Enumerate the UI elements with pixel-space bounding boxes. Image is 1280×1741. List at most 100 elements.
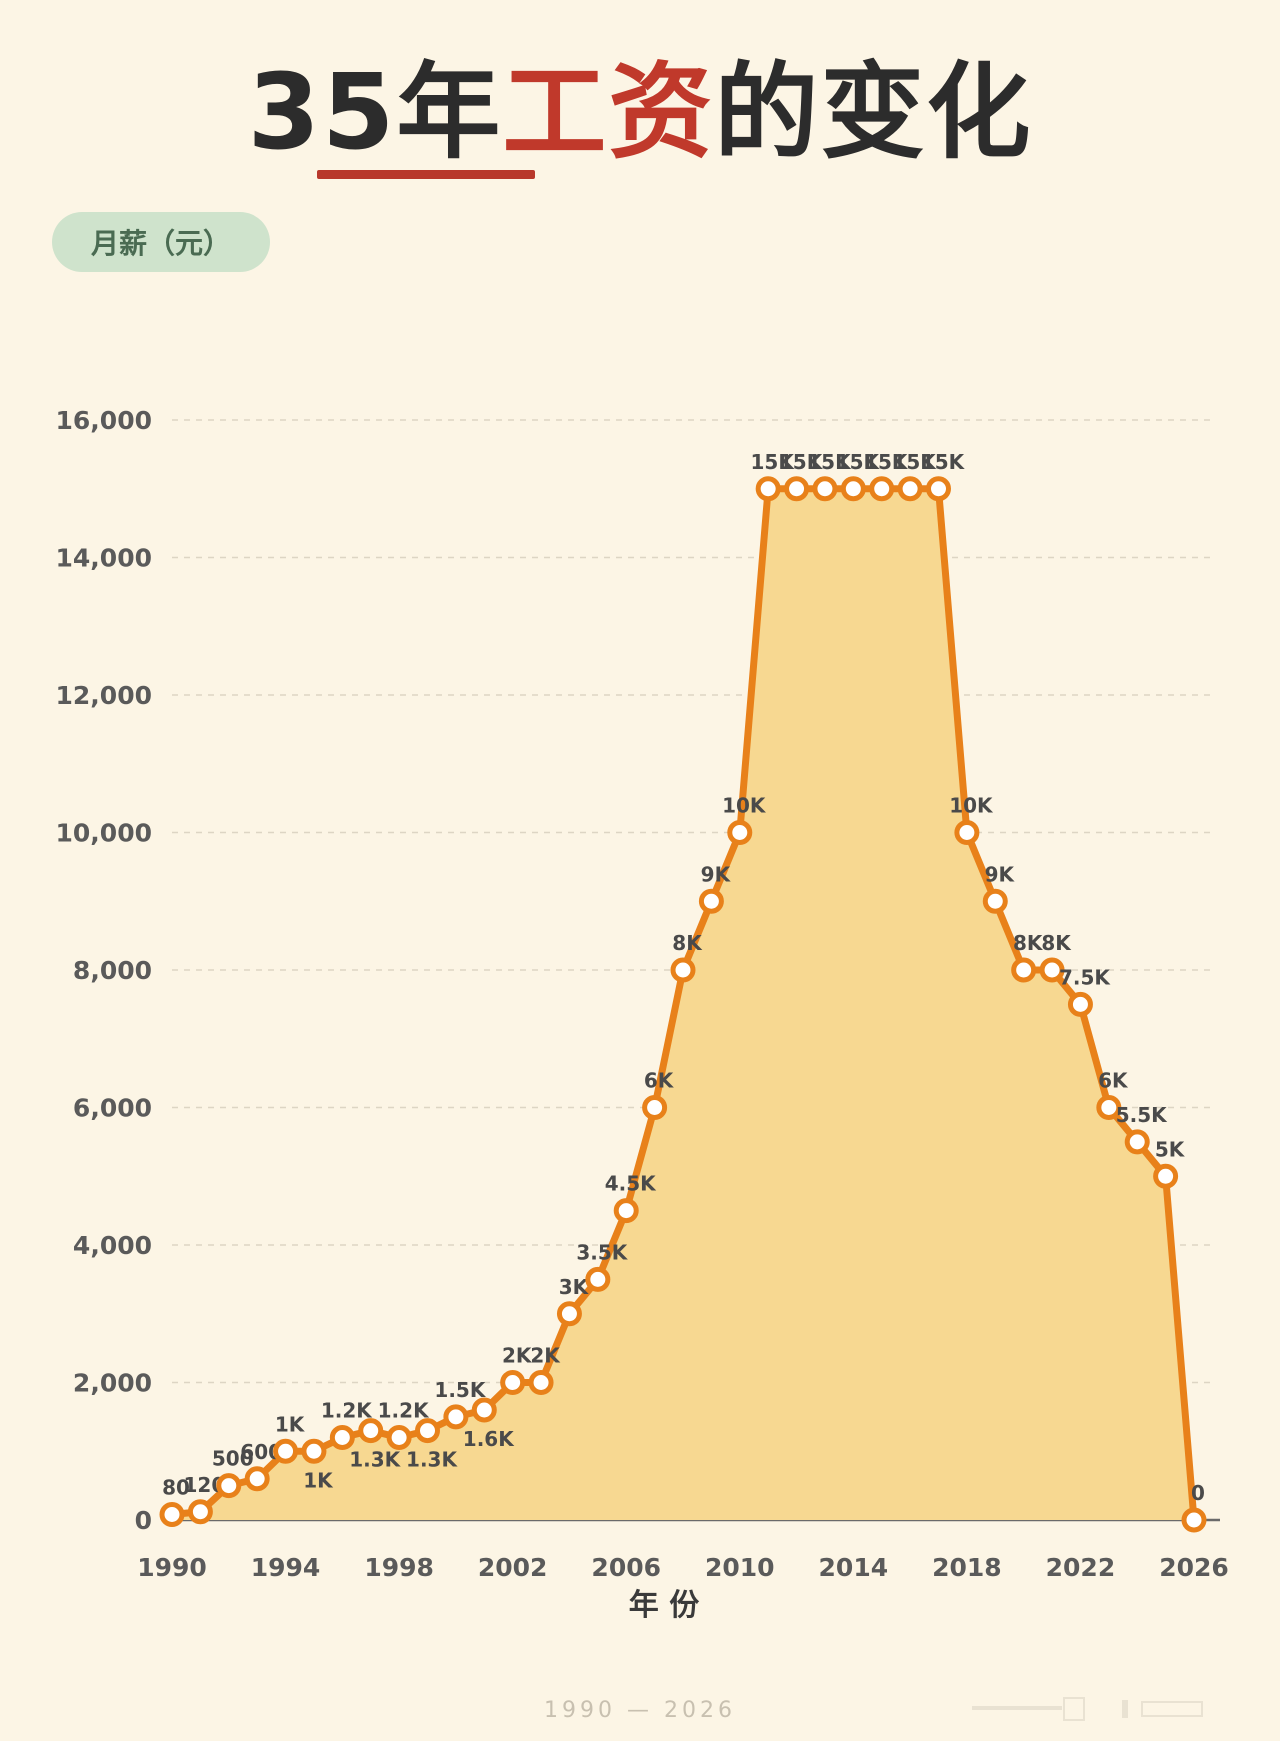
- data-point: [698, 888, 724, 914]
- x-tick-label: 2022: [1046, 1553, 1116, 1582]
- data-label: 5.5K: [1116, 1103, 1168, 1127]
- x-tick-label: 1994: [251, 1553, 321, 1582]
- y-tick-label: 6,000: [73, 1094, 152, 1123]
- x-tick-label: 1998: [364, 1553, 434, 1582]
- title-part-2: 工资: [502, 51, 715, 173]
- data-point: [642, 1095, 668, 1120]
- x-tick-label: 2026: [1159, 1553, 1229, 1582]
- data-point: [443, 1404, 469, 1430]
- data-label: 9K: [985, 862, 1016, 886]
- y-tick-label: 2,000: [73, 1369, 152, 1398]
- data-label: 15K: [807, 450, 852, 474]
- data-label: 15K: [864, 450, 909, 474]
- data-point: [1039, 957, 1065, 983]
- data-point: [670, 957, 696, 983]
- data-label: 15K: [779, 450, 824, 474]
- data-label: 80: [162, 1476, 190, 1500]
- data-point: [273, 1438, 299, 1464]
- y-tick-label: 14,000: [56, 544, 152, 573]
- data-label: 7.5K: [1059, 965, 1111, 989]
- data-label: 0: [1191, 1481, 1205, 1505]
- data-label: 15K: [750, 450, 795, 474]
- data-label: 1.2K: [378, 1399, 430, 1423]
- data-label: 10K: [722, 794, 767, 818]
- title-part-3: 的变化: [714, 51, 1033, 173]
- data-point: [1181, 1507, 1207, 1533]
- x-tick-label: 1990: [137, 1553, 207, 1582]
- data-point: [1124, 1129, 1150, 1155]
- data-point: [755, 476, 781, 502]
- data-point: [613, 1198, 639, 1224]
- data-point: [840, 476, 866, 502]
- data-point: [1011, 957, 1037, 983]
- data-label: 15K: [892, 450, 937, 474]
- data-label: 6K: [644, 1069, 675, 1093]
- data-label: 4.5K: [605, 1172, 657, 1196]
- data-label: 2K: [530, 1344, 561, 1368]
- area-fill: [172, 488, 1194, 1520]
- y-tick-label: 8,000: [73, 956, 152, 985]
- data-point: [528, 1370, 554, 1395]
- data-label: 6K: [1098, 1069, 1129, 1093]
- data-point: [1067, 991, 1093, 1017]
- data-point: [244, 1466, 270, 1492]
- data-label: 5K: [1155, 1137, 1186, 1161]
- data-point: [954, 820, 980, 845]
- data-point: [358, 1418, 384, 1444]
- data-point: [926, 476, 951, 502]
- y-tick-label: 4,000: [73, 1231, 152, 1260]
- data-label: 3K: [559, 1275, 590, 1299]
- data-label: 1.2K: [321, 1399, 373, 1423]
- y-tick-label: 0: [135, 1506, 152, 1535]
- data-point: [982, 888, 1008, 914]
- watermark-icon: [972, 1697, 1203, 1721]
- data-label: 500: [212, 1447, 254, 1471]
- title-part-1: 35年: [247, 51, 503, 173]
- data-label: 8K: [672, 931, 703, 955]
- data-point: [727, 820, 753, 845]
- data-label: 2K: [502, 1344, 533, 1368]
- data-label: 15K: [921, 450, 966, 474]
- data-point: [386, 1425, 412, 1450]
- data-point: [301, 1438, 327, 1464]
- data-point: [585, 1266, 611, 1292]
- data-label: 15K: [836, 450, 881, 474]
- data-label: 1.6K: [463, 1427, 515, 1451]
- data-point: [897, 476, 923, 502]
- data-label: 1.3K: [406, 1448, 458, 1472]
- data-point: [556, 1301, 582, 1327]
- y-tick-label: 12,000: [56, 681, 152, 710]
- data-label: 8K: [1041, 931, 1072, 955]
- y-axis-label: 月薪（元）: [90, 227, 231, 260]
- data-label: 3.5K: [576, 1240, 628, 1264]
- data-point: [187, 1499, 213, 1525]
- y-tick-label: 10,000: [56, 819, 152, 848]
- data-point: [216, 1473, 242, 1499]
- data-label: 9K: [701, 862, 732, 886]
- data-label: 1.5K: [434, 1378, 486, 1402]
- data-point: [869, 476, 895, 502]
- data-point: [159, 1502, 185, 1527]
- data-point: [812, 476, 838, 502]
- x-tick-label: 2010: [705, 1553, 775, 1582]
- title-underline: [317, 170, 535, 179]
- x-axis-title: 年 份: [629, 1588, 699, 1623]
- footer-year-range: 1990 — 2026: [544, 1698, 736, 1723]
- data-point: [329, 1425, 355, 1450]
- x-tick-label: 2006: [591, 1553, 661, 1582]
- data-label: 1.3K: [349, 1448, 401, 1472]
- data-point: [784, 476, 810, 502]
- chart-title: 35年工资的变化: [0, 55, 1280, 169]
- x-tick-label: 2002: [478, 1553, 548, 1582]
- data-point: [471, 1397, 497, 1423]
- data-point: [1096, 1095, 1122, 1120]
- x-tick-label: 2014: [819, 1553, 889, 1582]
- data-label: 1K: [275, 1412, 306, 1436]
- y-axis-unit-badge: 月薪（元）: [52, 212, 270, 272]
- data-label: 8K: [1013, 931, 1044, 955]
- y-tick-label: 16,000: [56, 406, 152, 435]
- data-point: [1153, 1163, 1179, 1189]
- data-point: [500, 1370, 526, 1395]
- data-label: 1K: [303, 1468, 334, 1492]
